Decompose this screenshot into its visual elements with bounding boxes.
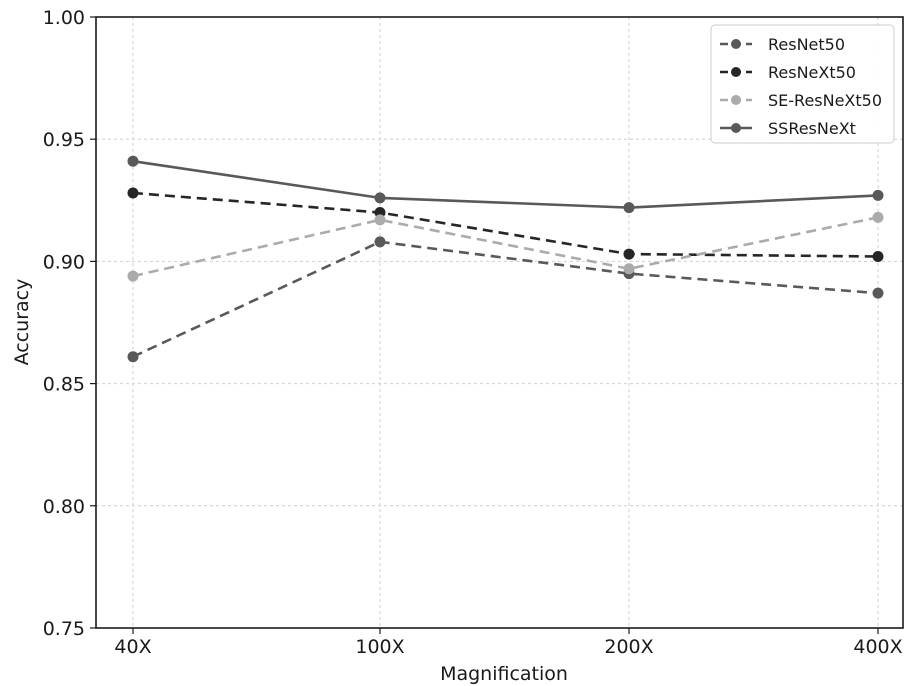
data-point bbox=[127, 187, 139, 199]
legend-marker bbox=[731, 67, 741, 77]
series-line bbox=[132, 240, 879, 358]
legend-box bbox=[710, 24, 895, 144]
data-point bbox=[623, 202, 635, 214]
x-tick-label: 200X bbox=[604, 636, 653, 658]
legend-label: SSResNeXt bbox=[768, 119, 856, 138]
y-tick-label: 0.95 bbox=[43, 129, 85, 151]
y-axis-title: Accuracy bbox=[11, 279, 33, 366]
data-point bbox=[623, 263, 635, 275]
data-point bbox=[374, 214, 386, 226]
x-tick-label: 40X bbox=[114, 636, 151, 658]
axes bbox=[95, 16, 904, 629]
data-point bbox=[374, 192, 386, 204]
series-line bbox=[132, 191, 879, 258]
legend-label: ResNet50 bbox=[768, 35, 845, 54]
y-tick-label: 1.00 bbox=[43, 7, 85, 29]
data-point bbox=[127, 270, 139, 282]
series-resnext50 bbox=[127, 187, 884, 263]
legend: ResNet50 ResNeXt50 SE-ResNeXt50 SSResNeXt bbox=[710, 24, 895, 144]
data-point bbox=[127, 351, 139, 363]
series-line bbox=[132, 159, 879, 209]
y-tick-label: 0.85 bbox=[43, 374, 85, 396]
legend-item: ResNet50 bbox=[720, 35, 845, 54]
x-tick-label: 400X bbox=[853, 636, 902, 658]
legend-item: SSResNeXt bbox=[720, 119, 856, 138]
legend-label: ResNeXt50 bbox=[768, 63, 856, 82]
y-tick-label: 0.75 bbox=[43, 618, 85, 640]
legend-item: SE-ResNeXt50 bbox=[720, 91, 882, 110]
series bbox=[127, 155, 884, 363]
legend-marker bbox=[731, 123, 741, 133]
legend-marker bbox=[731, 95, 741, 105]
data-point bbox=[872, 287, 884, 299]
series-se-resnext50 bbox=[127, 211, 884, 282]
series-ssresnext bbox=[127, 155, 884, 214]
plot-frame bbox=[95, 16, 904, 629]
data-point bbox=[872, 251, 884, 263]
legend-item: ResNeXt50 bbox=[720, 63, 856, 82]
data-point bbox=[872, 189, 884, 201]
data-point bbox=[623, 248, 635, 260]
legend-label: SE-ResNeXt50 bbox=[768, 91, 882, 110]
data-point bbox=[872, 211, 884, 223]
y-tick-label: 0.90 bbox=[43, 251, 85, 273]
y-tick-label: 0.80 bbox=[43, 496, 85, 518]
data-point bbox=[127, 155, 139, 167]
series-line bbox=[132, 216, 879, 278]
tick-labels: 0.75 0.80 0.85 0.90 0.95 1.00 40X 100X 200X 400X bbox=[43, 7, 903, 658]
x-axis-title: Magnification bbox=[440, 663, 568, 685]
x-tick-label: 100X bbox=[355, 636, 404, 658]
data-point bbox=[374, 236, 386, 248]
legend-marker bbox=[731, 39, 741, 49]
